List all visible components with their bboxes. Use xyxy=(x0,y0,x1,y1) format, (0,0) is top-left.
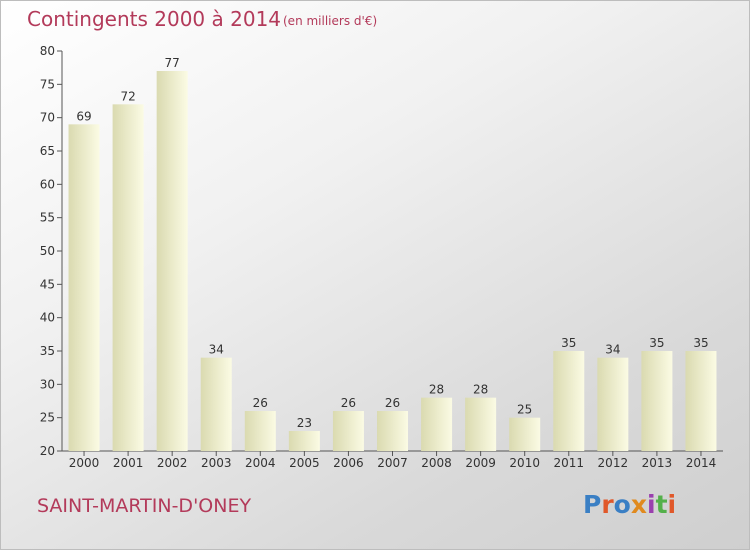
data-labels: 69 72 77 34 26 23 26 26 28 28 25 35 34 35 35 xyxy=(76,56,708,430)
logo-letter: P xyxy=(583,490,602,519)
logo-letter: t xyxy=(655,490,668,519)
bar xyxy=(377,411,408,451)
y-tick-label: 50 xyxy=(40,244,55,258)
y-tick-label: 65 xyxy=(40,144,55,158)
bar-series xyxy=(68,71,717,451)
logo-letter: r xyxy=(601,490,614,519)
y-tick-label: 25 xyxy=(40,411,55,425)
bar xyxy=(597,357,629,451)
logo-letter: i xyxy=(667,490,677,519)
y-tick-label: 45 xyxy=(40,277,55,291)
x-tick-label: 2003 xyxy=(201,456,232,470)
data-label: 35 xyxy=(649,336,664,350)
logo-letter: i xyxy=(647,490,656,519)
data-label: 72 xyxy=(120,89,135,103)
x-tick-label: 2001 xyxy=(113,456,144,470)
x-tick-label: 2009 xyxy=(465,456,496,470)
data-label: 34 xyxy=(209,343,224,357)
y-tick-label: 30 xyxy=(40,377,55,391)
x-tick-label: 2008 xyxy=(421,456,452,470)
x-tick-label: 2006 xyxy=(333,456,364,470)
data-label: 28 xyxy=(473,383,488,397)
y-tick-label: 75 xyxy=(40,77,55,91)
y-tick-label: 70 xyxy=(40,111,55,125)
place-name: SAINT-MARTIN-D'ONEY xyxy=(37,495,252,517)
data-label: 69 xyxy=(76,109,91,123)
x-tick-label: 2005 xyxy=(289,456,320,470)
bar xyxy=(421,397,453,451)
x-tick-label: 2012 xyxy=(598,456,629,470)
data-label: 25 xyxy=(517,403,532,417)
y-tick-label: 20 xyxy=(40,444,55,458)
data-label: 77 xyxy=(165,56,180,70)
x-tick-label: 2014 xyxy=(686,456,717,470)
bar xyxy=(509,417,541,451)
bar xyxy=(332,411,364,451)
y-tick-label: 35 xyxy=(40,344,55,358)
x-tick-label: 2002 xyxy=(157,456,188,470)
bar xyxy=(465,397,497,451)
bar xyxy=(68,124,100,451)
bar xyxy=(244,411,276,451)
bar xyxy=(685,351,717,451)
data-label: 23 xyxy=(297,416,312,430)
data-label: 26 xyxy=(341,396,356,410)
bar xyxy=(200,357,232,451)
bar xyxy=(553,351,585,451)
bar xyxy=(288,431,320,451)
y-tick-label: 60 xyxy=(40,177,55,191)
x-tick-label: 2007 xyxy=(377,456,408,470)
bar xyxy=(112,104,144,451)
data-label: 35 xyxy=(693,336,708,350)
bar xyxy=(156,71,188,451)
logo-letter: x xyxy=(630,490,647,519)
y-tick-label: 40 xyxy=(40,311,55,325)
logo-letter: o xyxy=(613,490,631,519)
data-label: 26 xyxy=(385,396,400,410)
y-tick-label: 55 xyxy=(40,211,55,225)
data-label: 28 xyxy=(429,383,444,397)
proxiti-logo[interactable]: Proxiti xyxy=(583,490,676,519)
chart-subtitle: (en milliers d'€) xyxy=(283,14,378,28)
chart-axes: 20 25 30 35 40 45 50 55 60 65 70 75 80 2000 2001 2002 20… xyxy=(40,44,723,470)
y-tick-label: 80 xyxy=(40,44,55,58)
data-label: 34 xyxy=(605,343,620,357)
x-tick-label: 2010 xyxy=(509,456,540,470)
x-tick-label: 2011 xyxy=(553,456,584,470)
data-label: 35 xyxy=(561,336,576,350)
chart-title: Contingents 2000 à 2014 xyxy=(27,7,282,31)
x-tick-label: 2004 xyxy=(245,456,276,470)
x-tick-label: 2013 xyxy=(642,456,673,470)
x-tick-label: 2000 xyxy=(69,456,100,470)
data-label: 26 xyxy=(253,396,268,410)
bar xyxy=(641,351,673,451)
